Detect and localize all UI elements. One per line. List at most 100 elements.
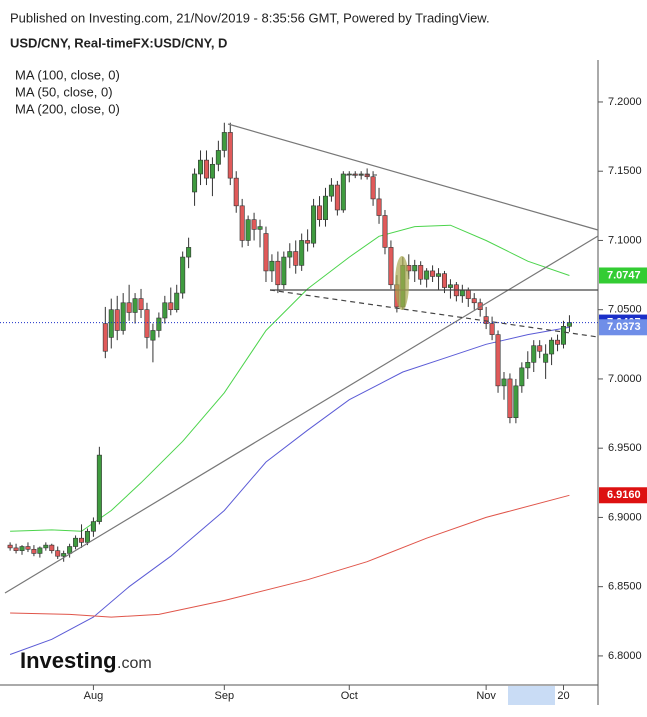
candle-body <box>287 251 293 258</box>
ma-line <box>10 224 570 532</box>
y-tick-label: 7.0500 <box>608 304 642 316</box>
candle-body <box>19 546 25 551</box>
y-tick-label: 7.1500 <box>608 165 642 177</box>
candle-body <box>501 378 507 387</box>
candle-body <box>120 302 126 331</box>
candle-body <box>317 205 323 220</box>
candle-body <box>209 163 215 179</box>
candle-body <box>293 251 299 266</box>
candle-body <box>108 309 114 338</box>
price-label-box <box>599 319 647 336</box>
candle-body <box>560 326 566 345</box>
plot-area <box>7 122 572 655</box>
candle-body <box>537 345 543 352</box>
candle-body <box>424 270 430 280</box>
date-highlight <box>508 686 555 705</box>
candle-body <box>239 205 245 241</box>
candle-body <box>132 298 138 313</box>
candle-body <box>144 309 150 338</box>
price-label: 7.0373 <box>607 321 641 333</box>
candle-body <box>43 544 49 549</box>
candle-body <box>322 195 328 220</box>
x-tick-label: Sep <box>215 690 235 702</box>
trend-line <box>4 235 599 594</box>
candle-body <box>543 353 549 363</box>
candle-body <box>555 339 561 345</box>
candle-body <box>227 132 233 179</box>
candle-body <box>114 309 120 331</box>
price-label-box <box>599 487 647 504</box>
candle-body <box>382 215 388 248</box>
candle-body <box>305 240 311 244</box>
candle-body <box>67 546 73 554</box>
candle-body <box>198 159 204 175</box>
candle-body <box>299 240 305 266</box>
candle-body <box>180 256 186 294</box>
candle-body <box>388 247 394 286</box>
legend-entry: MA (50, close, 0) <box>15 84 113 99</box>
drawings <box>4 123 599 594</box>
candle-body <box>25 546 31 550</box>
candle-body <box>84 530 90 543</box>
candle-body <box>192 173 198 193</box>
candle-body <box>334 184 340 211</box>
candle-body <box>418 265 424 280</box>
candle-body <box>340 173 346 211</box>
candle-body <box>138 298 144 310</box>
candle-body <box>162 302 168 319</box>
candle-body <box>269 260 275 272</box>
candle-body <box>311 205 317 244</box>
y-tick-label: 7.0000 <box>608 373 642 385</box>
candle-body <box>90 521 96 532</box>
candle-body <box>221 132 227 151</box>
candle-body <box>441 273 447 288</box>
price-label: 7.0747 <box>607 269 641 281</box>
candle-body <box>13 547 19 551</box>
candle-body <box>96 454 102 522</box>
candle-body <box>459 290 465 297</box>
price-label: 6.9160 <box>607 489 641 501</box>
candle-body <box>203 159 209 179</box>
candle-body <box>471 298 477 304</box>
candle-body <box>513 385 519 419</box>
candle-body <box>215 150 221 165</box>
y-tick-label: 6.9000 <box>608 511 642 523</box>
logo-name: Investing <box>20 648 117 673</box>
candle-body <box>507 378 513 419</box>
header: Published on Investing.com, 21/Nov/2019 … <box>10 10 490 25</box>
y-tick-label: 7.1000 <box>608 234 642 246</box>
y-tick-label: 6.9500 <box>608 442 642 454</box>
candle-body <box>263 233 269 272</box>
candle-body <box>61 553 67 557</box>
x-tick-label: 20 <box>557 690 569 702</box>
candle-body <box>346 173 352 176</box>
candle-body <box>102 323 108 352</box>
legend-entry: MA (100, close, 0) <box>15 67 120 82</box>
candle-body <box>519 367 525 387</box>
dashed-line <box>269 289 599 338</box>
highlight-ellipse <box>395 256 409 310</box>
candle-body <box>328 184 334 197</box>
ma-line <box>9 326 570 655</box>
candle-body <box>436 273 442 277</box>
candle-body <box>174 292 180 310</box>
candle-body <box>447 284 453 288</box>
y-tick-label: 6.8000 <box>608 650 642 662</box>
candle-body <box>126 302 132 313</box>
price-label-box <box>599 267 647 284</box>
y-tick-label: 6.8500 <box>608 581 642 593</box>
chart-title: USD/CNY, Real-timeFX:USD/CNY, D <box>10 35 227 50</box>
candle-body <box>55 550 61 557</box>
candle-body <box>275 260 281 286</box>
candle-body <box>412 265 418 272</box>
legend-entry: MA (200, close, 0) <box>15 101 120 116</box>
candle-body <box>233 177 239 207</box>
x-tick-label: Oct <box>341 690 358 702</box>
candle-body <box>549 339 555 355</box>
candle-body <box>531 345 537 363</box>
candle-body <box>7 544 13 549</box>
logo-suffix: .com <box>117 655 152 672</box>
candle-body <box>150 330 156 341</box>
